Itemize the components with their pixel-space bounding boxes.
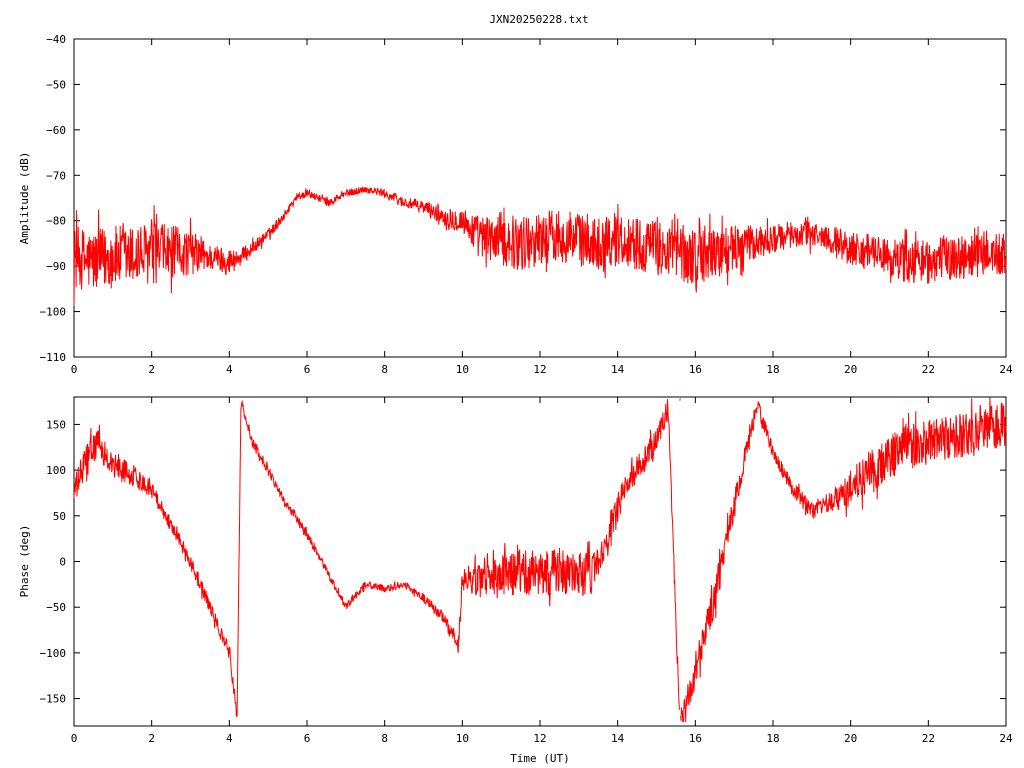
amplitude-x-tick-label: 12	[533, 363, 546, 376]
phase-y-tick-label: −150	[40, 693, 67, 706]
phase-x-tick-label: 0	[71, 732, 78, 745]
phase-x-tick-label: 24	[999, 732, 1013, 745]
amplitude-x-tick-label: 20	[844, 363, 857, 376]
phase-y-tick-label: 150	[46, 418, 66, 431]
amplitude-y-axis-label: Amplitude (dB)	[18, 152, 31, 245]
amplitude-x-tick-label: 16	[689, 363, 702, 376]
x-axis-label: Time (UT)	[510, 752, 570, 765]
phase-y-tick-label: 50	[53, 510, 66, 523]
phase-x-tick-label: 20	[844, 732, 857, 745]
chart-title: JXN20250228.txt	[489, 13, 588, 26]
amplitude-x-tick-label: 6	[304, 363, 311, 376]
amplitude-x-tick-label: 18	[766, 363, 779, 376]
amplitude-x-tick-label: 22	[922, 363, 935, 376]
phase-x-tick-label: 14	[611, 732, 625, 745]
phase-x-tick-label: 18	[766, 732, 779, 745]
amplitude-panel: 0 2 4 6 8 10 12 14 16 18 20 22 24−40−50−60−70−80−90−…	[18, 33, 1013, 376]
amplitude-y-tick-label: −100	[40, 306, 67, 319]
phase-x-tick-label: 16	[689, 732, 702, 745]
amplitude-y-tick-label: −70	[46, 169, 66, 182]
amplitude-x-tick-label: 24	[999, 363, 1013, 376]
amplitude-x-tick-label: 8	[381, 363, 388, 376]
amplitude-series-line	[73, 186, 1007, 306]
phase-y-tick-label: −50	[46, 601, 66, 614]
phase-panel: 0 2 4 6 8 10 12 14 16 18 20 22 24150100500−50−100−15…	[18, 396, 1013, 765]
amplitude-y-tick-label: −110	[40, 351, 67, 364]
phase-x-tick-label: 12	[533, 732, 546, 745]
phase-x-tick-label: 22	[922, 732, 935, 745]
phase-x-tick-label: 2	[148, 732, 155, 745]
amplitude-y-tick-label: −90	[46, 260, 66, 273]
phase-y-axis-label: Phase (deg)	[18, 525, 31, 598]
amplitude-y-tick-label: −40	[46, 33, 66, 46]
amplitude-y-tick-label: −60	[46, 124, 66, 137]
phase-x-tick-label: 10	[456, 732, 469, 745]
amplitude-axes: 0 2 4 6 8 10 12 14 16 18 20 22 24−40−50−60−70−80−90−…	[40, 33, 1013, 376]
phase-x-tick-label: 8	[381, 732, 388, 745]
amplitude-x-tick-label: 14	[611, 363, 625, 376]
amplitude-x-tick-label: 2	[148, 363, 155, 376]
phase-x-tick-label: 6	[304, 732, 311, 745]
amplitude-x-tick-label: 10	[456, 363, 469, 376]
amplitude-x-tick-label: 0	[71, 363, 78, 376]
phase-y-tick-label: −100	[40, 647, 67, 660]
phase-y-tick-label: 0	[59, 556, 66, 569]
phase-series-line	[73, 397, 1007, 723]
phase-x-tick-label: 4	[226, 732, 233, 745]
amplitude-x-tick-label: 4	[226, 363, 233, 376]
amplitude-y-tick-label: −80	[46, 215, 66, 228]
phase-axes: 0 2 4 6 8 10 12 14 16 18 20 22 24150100500−50−100−15…	[40, 397, 1013, 745]
phase-y-tick-label: 100	[46, 464, 66, 477]
amplitude-y-tick-label: −50	[46, 78, 66, 91]
